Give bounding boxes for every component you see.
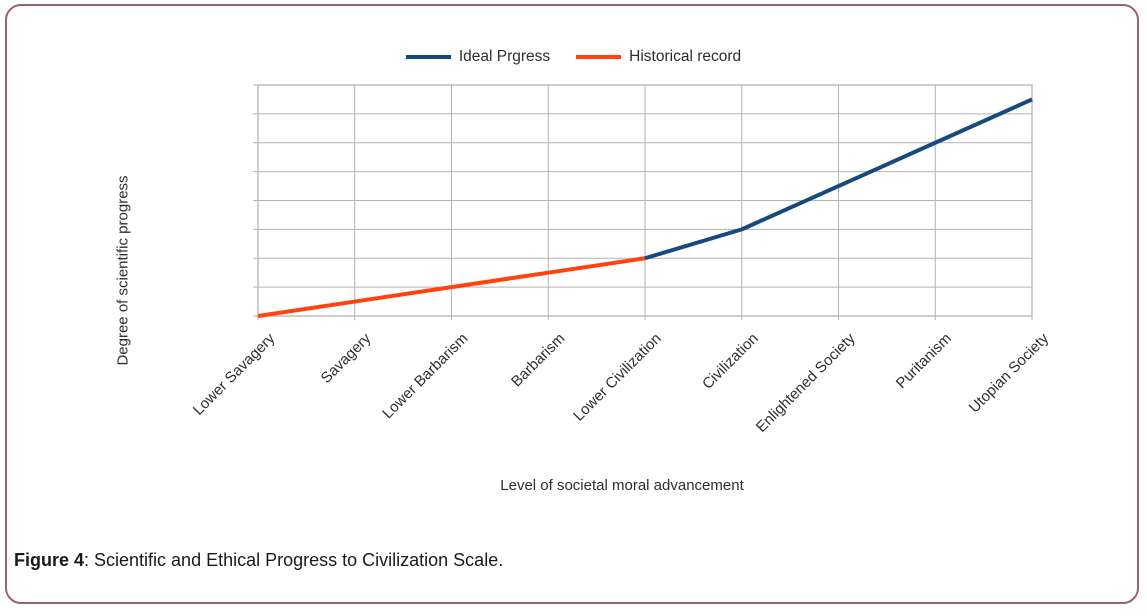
x-tick-label: Lower Savagery bbox=[189, 330, 279, 419]
legend-label-historical-record: Historical record bbox=[629, 48, 742, 65]
plot-area bbox=[253, 84, 1033, 320]
ideal-progress-line-swatch bbox=[405, 55, 451, 59]
x-tick-label: Lower Civilization bbox=[570, 330, 666, 425]
legend-item-historical-record: Historical record bbox=[576, 48, 741, 66]
chart-legend: Ideal Prgress Historical record bbox=[115, 47, 1032, 67]
x-axis-title: Level of societal moral advancement bbox=[500, 477, 744, 494]
legend-label-ideal-progress: Ideal Prgress bbox=[458, 48, 551, 65]
figure-caption: Figure 4: Scientific and Ethical Progres… bbox=[14, 550, 503, 571]
y-axis-title-box: Degree of scientific progress bbox=[112, 55, 134, 485]
x-tick-label: Lower Barbarism bbox=[379, 330, 472, 423]
x-tick-label: Barbarism bbox=[507, 330, 569, 391]
x-tick-label: Utopian Society bbox=[965, 330, 1053, 417]
y-axis-title: Degree of scientific progress bbox=[114, 174, 132, 366]
caption-text: : Scientific and Ethical Progress to Civ… bbox=[84, 550, 504, 570]
caption-label: Figure 4 bbox=[14, 550, 85, 570]
x-tick-label: Savagery bbox=[317, 330, 375, 387]
x-tick-label: Enlightened Society bbox=[752, 330, 859, 436]
x-tick-label: Puritanism bbox=[893, 330, 956, 393]
historical-record-line-swatch bbox=[576, 55, 622, 59]
legend-item-ideal-progress: Ideal Prgress bbox=[405, 48, 551, 66]
x-tick-label: Civilization bbox=[699, 330, 762, 393]
